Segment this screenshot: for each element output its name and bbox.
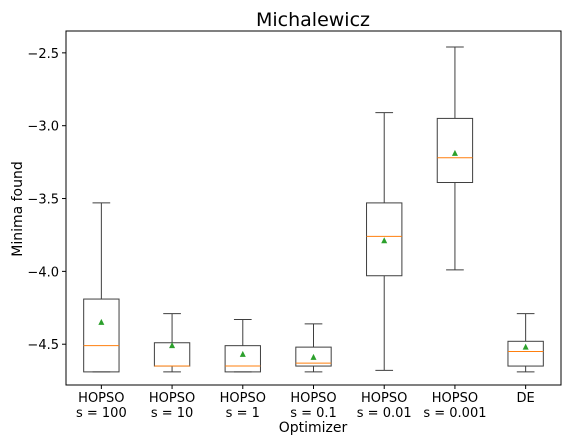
x-tick-label-line2: s = 0.01 bbox=[357, 406, 412, 421]
box-group bbox=[436, 46, 474, 271]
x-tick-label-line1: HOPSO bbox=[220, 391, 266, 406]
x-tick-label-line1: HOPSO bbox=[361, 391, 407, 406]
x-axis-label: Optimizer bbox=[279, 420, 348, 436]
x-tick-label-line2: s = 100 bbox=[76, 406, 127, 421]
box-series bbox=[83, 46, 544, 373]
box-iqr bbox=[507, 340, 544, 367]
box-iqr bbox=[295, 346, 332, 367]
box-iqr bbox=[224, 345, 261, 373]
y-tick-label: −3.0 bbox=[27, 120, 59, 135]
x-tick-label-line1: HOPSO bbox=[432, 391, 478, 406]
mean-marker bbox=[98, 318, 105, 325]
box-group bbox=[295, 323, 332, 373]
box-iqr bbox=[83, 298, 120, 373]
x-tick-label-line1: HOPSO bbox=[290, 391, 336, 406]
mean-marker bbox=[169, 342, 176, 349]
box-iqr bbox=[366, 202, 403, 277]
x-tick-label-line2: s = 0.1 bbox=[290, 406, 337, 421]
box-group bbox=[224, 318, 261, 373]
box-group bbox=[83, 202, 120, 373]
chart-title: Michalewicz bbox=[256, 9, 370, 31]
x-tick-label-line1: HOPSO bbox=[149, 391, 195, 406]
box-group bbox=[366, 112, 403, 371]
y-tick-label: −4.5 bbox=[27, 338, 59, 353]
x-tick-label-line1: HOPSO bbox=[78, 391, 124, 406]
y-axis: −4.5 −4.0 −3.5 −3.0 −2.5 bbox=[27, 47, 66, 353]
y-tick-label: −4.0 bbox=[27, 265, 59, 280]
y-axis-label: Minima found bbox=[10, 161, 26, 257]
mean-marker bbox=[381, 237, 388, 244]
x-tick-label-line1: DE bbox=[517, 391, 535, 406]
x-tick-label-line2: s = 10 bbox=[151, 406, 193, 421]
box-group bbox=[153, 313, 191, 373]
x-tick-label-line2: s = 0.001 bbox=[423, 406, 486, 421]
mean-marker bbox=[451, 149, 458, 156]
box-group bbox=[507, 313, 544, 373]
mean-marker bbox=[310, 353, 317, 360]
y-tick-label: −3.5 bbox=[27, 193, 59, 208]
box-iqr bbox=[436, 117, 474, 184]
mean-marker bbox=[522, 343, 529, 350]
y-tick-label: −2.5 bbox=[27, 47, 59, 62]
mean-marker bbox=[239, 350, 246, 357]
x-tick-label-line2: s = 1 bbox=[226, 406, 260, 421]
